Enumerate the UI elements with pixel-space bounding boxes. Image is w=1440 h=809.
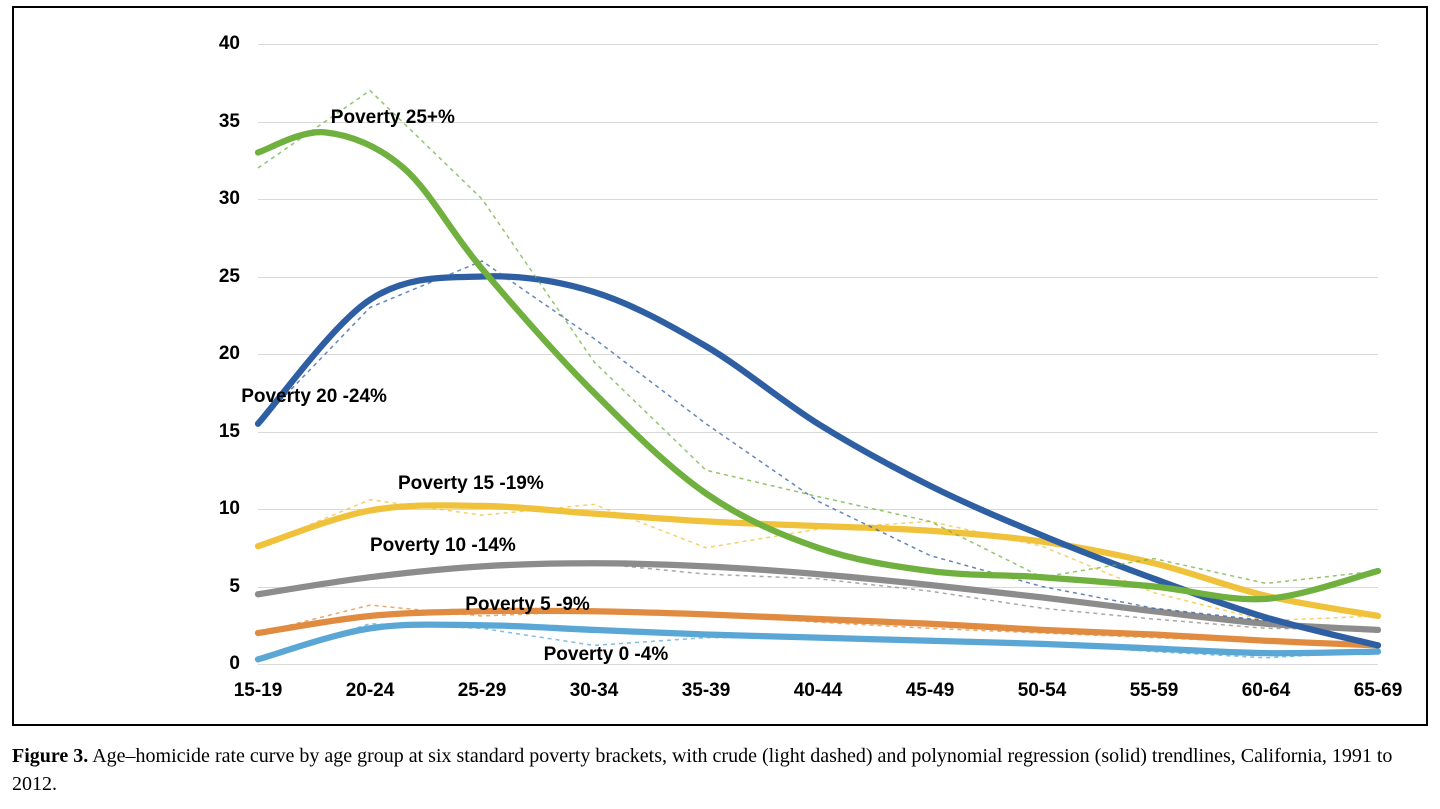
x-tick-label: 25-29 <box>458 664 507 702</box>
series-smooth-pov_0_4 <box>258 625 1378 660</box>
x-tick-label: 45-49 <box>906 664 955 702</box>
y-tick-label: 40 <box>219 33 258 55</box>
series-smooth-pov_20_24 <box>258 276 1378 645</box>
x-tick-label: 50-54 <box>1018 664 1067 702</box>
figure-caption: Figure 3. Age–homicide rate curve by age… <box>12 742 1428 798</box>
series-annotation-pov_5_9: Poverty 5 -9% <box>465 594 590 616</box>
series-annotation-pov_15_19: Poverty 15 -19% <box>398 473 544 495</box>
figure-caption-text: Age–homicide rate curve by age group at … <box>12 745 1392 795</box>
series-annotation-pov_10_14: Poverty 10 -14% <box>370 535 516 557</box>
x-tick-label: 60-64 <box>1242 664 1291 702</box>
y-tick-label: 35 <box>219 111 258 133</box>
series-annotation-pov_25_plus: Poverty 25+% <box>331 107 455 129</box>
x-tick-label: 55-59 <box>1130 664 1179 702</box>
x-tick-label: 35-39 <box>682 664 731 702</box>
x-tick-label: 20-24 <box>346 664 395 702</box>
series-crude-pov_15_19 <box>258 500 1378 621</box>
series-annotation-pov_20_24: Poverty 20 -24% <box>241 386 387 408</box>
figure-caption-label: Figure 3. <box>12 745 88 767</box>
lines-svg <box>258 44 1378 664</box>
y-tick-label: 5 <box>229 576 258 598</box>
x-tick-label: 65-69 <box>1354 664 1403 702</box>
x-tick-label: 15-19 <box>234 664 283 702</box>
series-annotation-pov_0_4: Poverty 0 -4% <box>544 644 669 666</box>
series-smooth-pov_25_plus <box>258 132 1378 599</box>
x-tick-label: 40-44 <box>794 664 843 702</box>
series-crude-pov_25_plus <box>258 91 1378 584</box>
y-tick-label: 30 <box>219 188 258 210</box>
y-tick-label: 25 <box>219 266 258 288</box>
series-crude-pov_20_24 <box>258 261 1378 645</box>
y-tick-label: 15 <box>219 421 258 443</box>
figure-container: 0510152025303540 15-1920-2425-2930-3435-… <box>0 0 1440 809</box>
y-tick-label: 20 <box>219 343 258 365</box>
plot-area: 0510152025303540 15-1920-2425-2930-3435-… <box>258 44 1378 664</box>
y-tick-label: 10 <box>219 498 258 520</box>
x-tick-label: 30-34 <box>570 664 619 702</box>
